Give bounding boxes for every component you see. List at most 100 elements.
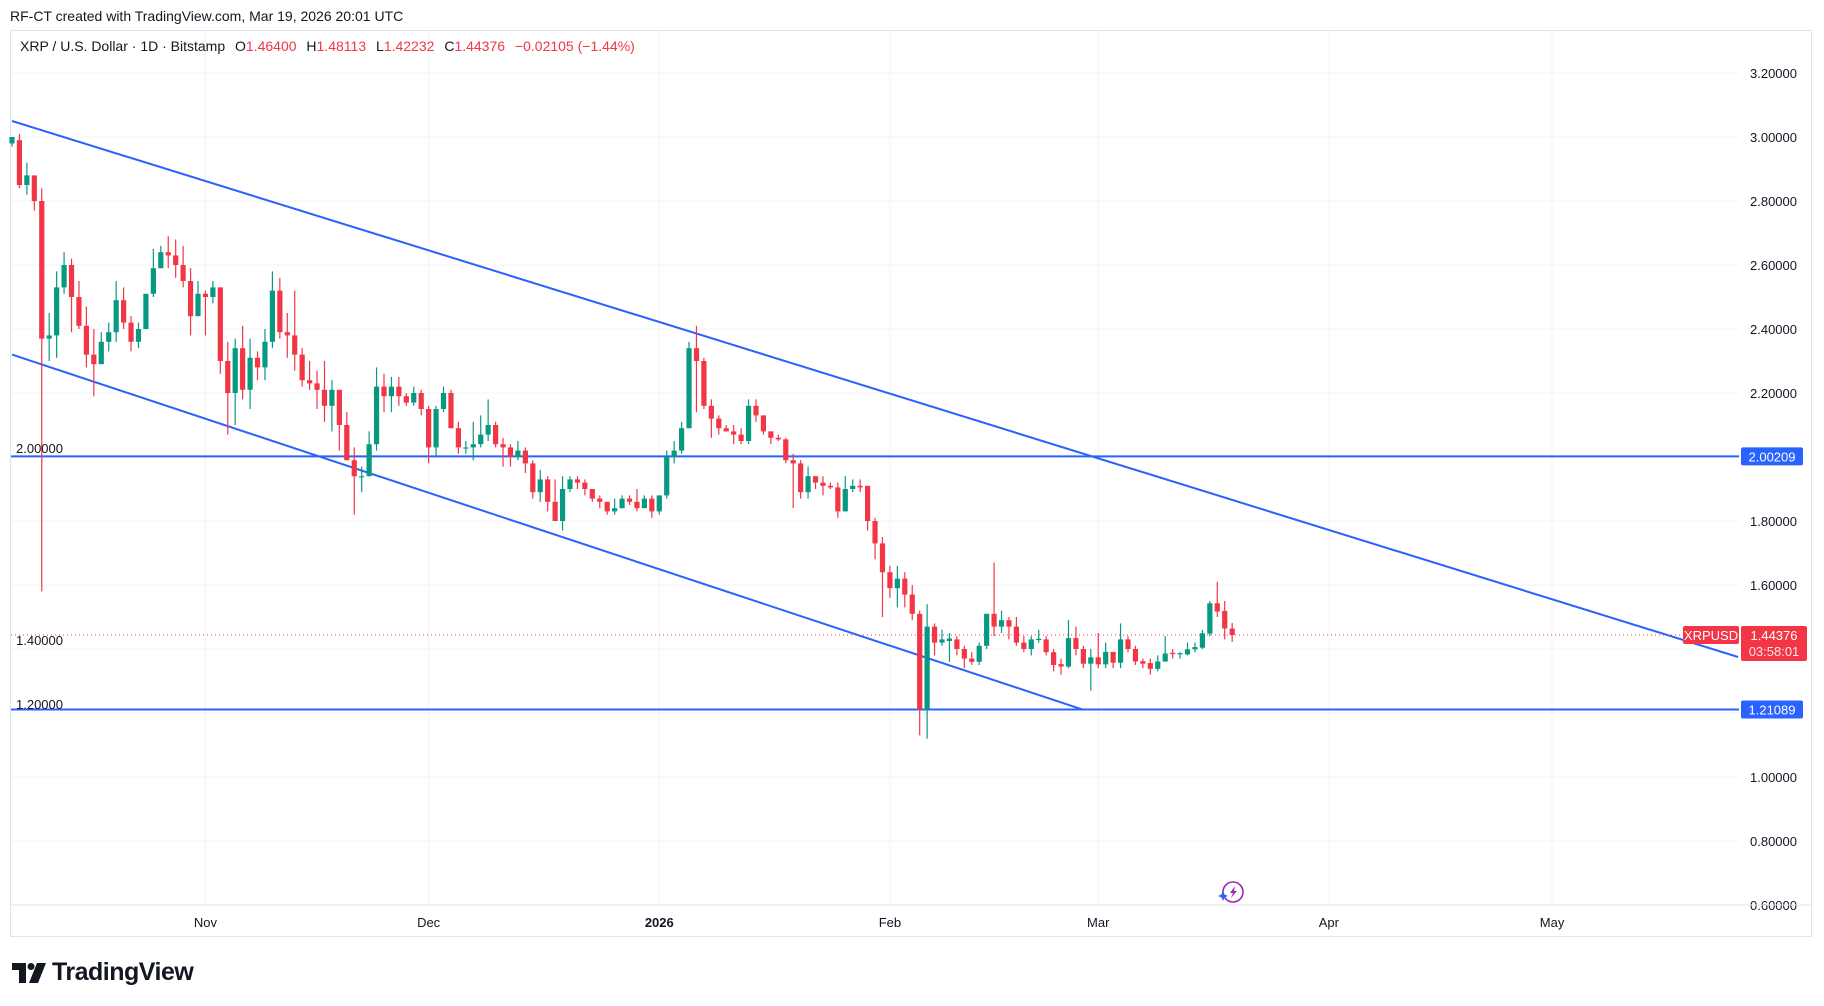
candle-body bbox=[448, 393, 454, 429]
low-value: 1.42232 bbox=[383, 38, 435, 54]
candle-body bbox=[865, 485, 871, 521]
candle-body bbox=[336, 389, 342, 425]
candle bbox=[373, 367, 380, 451]
candle-body bbox=[463, 447, 469, 449]
candle-body bbox=[1177, 653, 1183, 655]
candle bbox=[1199, 629, 1205, 649]
candle bbox=[61, 252, 67, 294]
candle bbox=[969, 652, 975, 665]
candle-body bbox=[150, 268, 156, 294]
candle bbox=[16, 133, 23, 189]
candle-body bbox=[515, 450, 521, 457]
candle-body bbox=[686, 348, 692, 429]
candle bbox=[708, 399, 714, 438]
candle bbox=[321, 361, 328, 422]
candle-body bbox=[775, 437, 781, 440]
candle bbox=[924, 604, 930, 739]
candle bbox=[463, 441, 469, 454]
lightning-icon[interactable] bbox=[1218, 881, 1244, 903]
candle bbox=[589, 489, 595, 502]
candle bbox=[865, 485, 871, 531]
candle-body bbox=[314, 383, 320, 390]
candle-body bbox=[976, 645, 982, 662]
candle bbox=[1162, 636, 1168, 662]
candle bbox=[217, 287, 223, 374]
candle-body bbox=[1125, 639, 1131, 649]
candle-body bbox=[857, 485, 863, 488]
price-tick-label: 1.00000 bbox=[1750, 770, 1797, 785]
candle-body bbox=[143, 293, 149, 329]
candle-body bbox=[604, 501, 610, 512]
candle bbox=[1043, 636, 1049, 656]
candle bbox=[738, 428, 744, 445]
candle-body bbox=[351, 460, 357, 477]
candle bbox=[1095, 633, 1101, 669]
candle-body bbox=[552, 501, 558, 521]
candle-body bbox=[1229, 628, 1235, 635]
candle-body bbox=[485, 425, 491, 435]
candle-body bbox=[850, 485, 856, 489]
candle bbox=[574, 476, 581, 489]
level-price-label: 1.21089 bbox=[1749, 703, 1796, 718]
candle-body bbox=[649, 498, 655, 512]
candle-body bbox=[574, 479, 581, 483]
axes: 3.20000 3.00000 2.80000 2.60000 2.40000 2.200… bbox=[11, 66, 1811, 930]
candle bbox=[1214, 581, 1220, 617]
candle bbox=[1073, 626, 1079, 656]
candle-body bbox=[671, 450, 677, 457]
time-tick-label: Dec bbox=[417, 915, 441, 930]
candle bbox=[775, 434, 781, 441]
candle-body bbox=[54, 287, 60, 336]
candle-body bbox=[61, 265, 67, 288]
candle-body bbox=[1155, 661, 1161, 669]
candle-body bbox=[247, 357, 253, 390]
candle bbox=[723, 425, 729, 432]
candle bbox=[604, 501, 610, 515]
candle bbox=[991, 562, 997, 637]
candle bbox=[299, 348, 305, 387]
candle bbox=[716, 415, 722, 435]
candle-body bbox=[262, 341, 268, 368]
candle bbox=[314, 370, 320, 409]
candle bbox=[1117, 623, 1124, 669]
candle bbox=[1088, 649, 1094, 691]
candle bbox=[842, 476, 848, 512]
candle-body bbox=[939, 639, 945, 643]
candle bbox=[909, 585, 915, 621]
candle bbox=[143, 293, 149, 329]
tradingview-logo[interactable]: TradingView bbox=[12, 958, 194, 987]
candle bbox=[902, 572, 908, 608]
candle bbox=[1013, 617, 1019, 646]
candle-body bbox=[507, 447, 514, 457]
candle bbox=[284, 313, 290, 358]
sparkle-icon bbox=[1218, 891, 1228, 901]
candle-body bbox=[277, 290, 283, 333]
candle-body bbox=[820, 482, 826, 486]
candle-body bbox=[954, 639, 960, 649]
trend-line[interactable] bbox=[11, 353, 1084, 711]
candle-body bbox=[9, 137, 15, 144]
candle bbox=[478, 415, 484, 448]
candle-body bbox=[329, 389, 335, 406]
candle-body bbox=[768, 431, 774, 438]
candle bbox=[1192, 642, 1198, 653]
tradingview-logo-icon bbox=[12, 962, 46, 983]
candle-body bbox=[835, 487, 841, 512]
candle-body bbox=[1088, 657, 1094, 664]
candle-body bbox=[1028, 639, 1034, 649]
candle bbox=[24, 162, 30, 195]
level-price-tag bbox=[1741, 447, 1803, 466]
candle-body bbox=[269, 290, 275, 342]
candle bbox=[1177, 652, 1183, 659]
candle-body bbox=[946, 638, 953, 641]
candle-body bbox=[879, 543, 886, 573]
candle-body bbox=[589, 489, 595, 499]
candle bbox=[150, 249, 156, 297]
drawings bbox=[11, 120, 1739, 711]
trend-line[interactable] bbox=[11, 120, 1739, 658]
candle-body bbox=[1080, 649, 1086, 664]
symbol-title[interactable]: XRP / U.S. Dollar · 1D · Bitstamp bbox=[20, 38, 226, 54]
candle bbox=[307, 361, 313, 390]
candle bbox=[768, 431, 774, 445]
